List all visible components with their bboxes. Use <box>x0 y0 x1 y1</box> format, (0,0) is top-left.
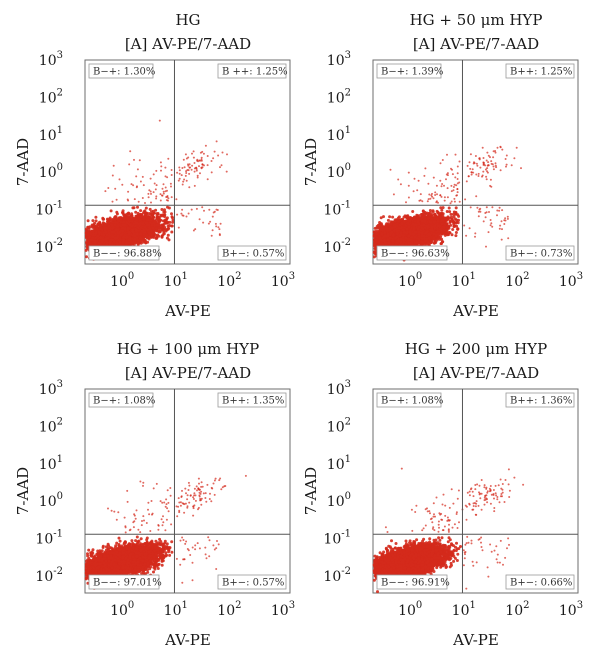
data-point <box>86 246 90 250</box>
data-point <box>85 255 88 259</box>
data-point <box>136 214 140 218</box>
data-point <box>160 208 164 211</box>
data-point <box>154 208 158 212</box>
data-point <box>121 209 125 213</box>
data-point <box>160 223 164 227</box>
data-point <box>106 221 110 225</box>
data-point <box>133 224 137 228</box>
data-point <box>109 209 113 213</box>
data-point <box>126 211 130 215</box>
data-point <box>147 232 151 236</box>
data-point <box>153 219 157 223</box>
data-point <box>164 229 168 233</box>
data-point <box>152 232 156 236</box>
data-point <box>143 239 147 242</box>
data-point <box>159 213 163 217</box>
data-point <box>116 217 119 221</box>
data-point <box>144 206 148 210</box>
data-point <box>142 210 146 214</box>
data-point <box>87 236 91 240</box>
data-point <box>118 216 122 220</box>
data-point <box>166 233 170 237</box>
data-point <box>122 216 126 220</box>
data-point <box>136 205 139 209</box>
data-point <box>134 241 138 245</box>
data-point <box>113 218 117 222</box>
data-point <box>94 215 98 219</box>
data-point <box>93 236 97 240</box>
data-point <box>115 212 119 216</box>
data-point <box>163 208 166 212</box>
chart-title: HG <box>175 11 200 29</box>
data-point <box>91 219 95 223</box>
data-point <box>131 206 135 210</box>
data-point <box>170 230 174 234</box>
data-point <box>130 214 134 218</box>
data-point <box>161 233 165 237</box>
data-point <box>160 235 164 239</box>
data-point <box>165 221 169 225</box>
chart-subtitle: [A] AV-PE/7-AAD <box>125 35 251 53</box>
data-point <box>160 226 164 230</box>
data-point <box>171 218 175 222</box>
flow-plot-hg: HG [A] AV-PE/7-AAD B−+: 1.30% B ++: 1.25% B−… <box>0 0 300 329</box>
data-point <box>155 214 159 218</box>
data-point <box>94 219 98 223</box>
data-point <box>171 220 175 224</box>
data-point <box>155 236 159 240</box>
data-point <box>163 218 167 222</box>
data-point <box>151 213 155 217</box>
data-point <box>156 212 160 215</box>
data-point <box>153 223 156 227</box>
data-point <box>86 219 90 223</box>
data-point <box>85 236 88 240</box>
data-point <box>165 236 169 240</box>
data-point <box>150 210 153 214</box>
data-point <box>157 230 161 234</box>
data-point <box>170 224 174 228</box>
data-point <box>166 224 170 228</box>
data-point <box>170 215 174 219</box>
data-point <box>108 218 112 222</box>
data-point <box>91 236 95 240</box>
data-point <box>170 212 173 216</box>
data-point <box>167 206 171 210</box>
data-point <box>145 211 149 215</box>
data-point <box>87 225 91 229</box>
data-point <box>139 209 143 213</box>
data-point <box>157 223 161 227</box>
data-point <box>134 210 138 214</box>
data-point <box>148 207 152 211</box>
data-point <box>163 215 167 219</box>
